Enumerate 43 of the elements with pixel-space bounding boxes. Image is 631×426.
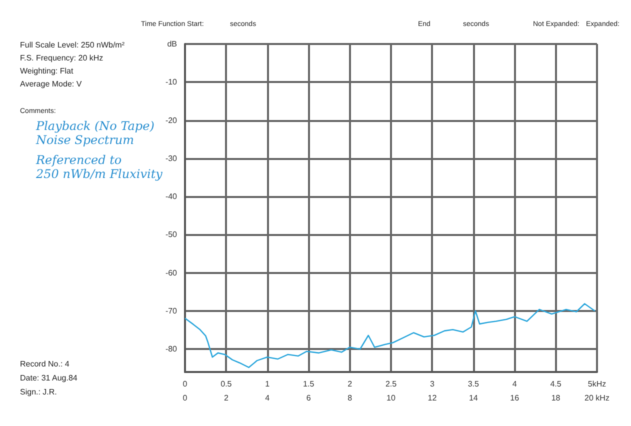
x-tick-label: 10 — [386, 394, 396, 402]
x2-tick-label: 0.5 — [220, 380, 232, 388]
x2-tick-label: 5kHz — [588, 380, 606, 388]
x-tick-label: 0 — [182, 394, 188, 402]
text: Full Scale Level: 250 nWb/m² — [20, 40, 125, 50]
x2-tick-label: 1 — [265, 380, 270, 388]
text: Record No.: 4 — [20, 360, 70, 368]
text: Weighting: Flat — [20, 66, 74, 76]
y-tick-label: -40 — [165, 192, 178, 202]
text: 250 nWb/m Fluxivity — [35, 167, 163, 181]
x-tick-label: 14 — [468, 394, 478, 402]
text: F.S. Frequency: 20 kHz — [20, 54, 104, 62]
x-tick-label: 16 — [510, 394, 520, 402]
x-tick-label: 6 — [306, 394, 312, 402]
line-series — [184, 303, 596, 368]
text: Noise Spectrum — [35, 133, 134, 147]
text: Sign.: J.R. — [20, 388, 57, 396]
y-tick-label: -60 — [165, 268, 178, 278]
y-tick-label: -20 — [165, 116, 178, 125]
y-tick-label: -50 — [165, 230, 178, 240]
x2-tick-label: 2.5 — [385, 380, 398, 388]
x2-tick-label: 2 — [348, 380, 353, 388]
y-tick-label: -30 — [165, 154, 178, 163]
x-tick-label: 20 kHz — [584, 394, 610, 402]
y-tick-label: -10 — [165, 78, 178, 87]
text: Average Mode: V — [20, 80, 82, 88]
x-tick-label: 18 — [551, 394, 561, 402]
x2-tick-label: 1.5 — [303, 380, 315, 388]
y-tick-label: -80 — [165, 344, 178, 354]
text: Date: 31 Aug.84 — [20, 374, 78, 382]
x-tick-label: 8 — [348, 394, 353, 402]
x2-tick-label: 3 — [430, 380, 435, 388]
text: Referenced to — [35, 153, 122, 167]
text: Playback (No Tape) — [35, 119, 155, 133]
x-tick-label: 4 — [265, 394, 270, 402]
x-tick-label: 2 — [224, 394, 229, 402]
y-tick-label: dB — [167, 40, 177, 48]
x2-tick-label: 0 — [182, 380, 188, 388]
y-tick-label: -70 — [165, 306, 178, 316]
x2-tick-label: 4.5 — [550, 380, 562, 388]
x2-tick-label: 4 — [512, 380, 518, 388]
x-tick-label: 12 — [428, 394, 438, 402]
x2-tick-label: 3.5 — [468, 380, 480, 388]
